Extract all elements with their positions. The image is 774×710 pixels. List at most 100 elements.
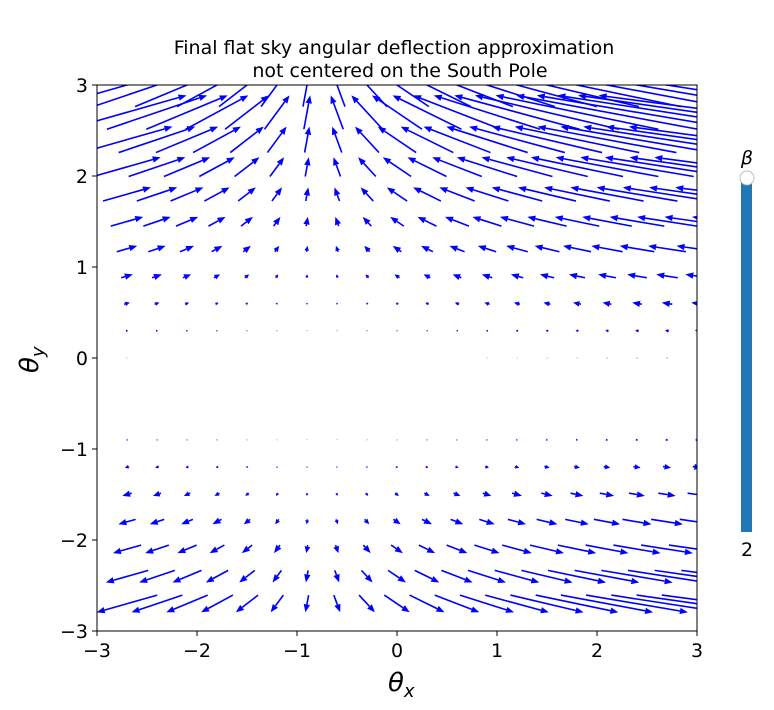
arrow-head [693, 463, 697, 470]
arrow-shaft [589, 217, 632, 227]
arrow-shaft [513, 247, 528, 253]
arrow-head [105, 577, 115, 584]
arrow-head [574, 491, 584, 498]
quiver-arrow [629, 155, 697, 168]
quiver-arrow [198, 157, 235, 178]
quiver-arrow [303, 126, 312, 153]
arrow-head [602, 300, 611, 307]
quiver-arrow [97, 125, 173, 149]
arrow-head [366, 439, 368, 441]
arrow-head [694, 329, 697, 332]
arrow-head [334, 519, 339, 525]
arrow-shaft [303, 103, 310, 130]
arrow-head [714, 272, 722, 278]
quiver-arrow [355, 126, 380, 154]
arrow-shaft [651, 518, 676, 524]
arrow-head [365, 274, 370, 279]
arrow-head [213, 274, 221, 280]
quiver-arrow [336, 439, 338, 441]
arrow-shaft [170, 189, 197, 202]
quiver-arrow [658, 491, 676, 498]
arrow-head [514, 125, 524, 132]
arrow-shaft [613, 126, 697, 141]
arrow-shaft [407, 129, 454, 154]
arrow-shaft [467, 569, 499, 581]
quiver-arrow [727, 357, 728, 359]
arrow-head [583, 124, 592, 132]
quiver-arrow [544, 464, 550, 469]
arrow-head [555, 155, 565, 162]
quiver-arrow [128, 156, 186, 178]
quiver-arrow [510, 273, 524, 280]
arrow-head [455, 465, 459, 469]
arrow-shaft [547, 569, 599, 582]
arrow-shaft [398, 249, 402, 253]
arrow-shaft [617, 217, 665, 227]
arrow-shaft [563, 157, 659, 178]
arrow-head [360, 187, 369, 196]
arrow-head [275, 302, 278, 305]
quiver-arrow [446, 126, 528, 154]
arrow-head [336, 330, 338, 332]
quiver-arrow [131, 594, 183, 613]
arrow-head [577, 93, 587, 100]
arrow-head [717, 549, 725, 555]
arrow-head [189, 216, 199, 223]
arrow-head [335, 245, 340, 252]
arrow-shaft [547, 275, 555, 279]
quiver-arrow [413, 187, 442, 202]
quiver-arrow [609, 215, 665, 227]
arrow-head [654, 155, 663, 162]
quiver-arrow [446, 544, 468, 554]
quiver-arrow [576, 357, 578, 359]
arrow-head [177, 94, 187, 101]
arrow-head [605, 491, 615, 498]
arrow-head [458, 547, 468, 554]
arrow-head [435, 605, 445, 613]
slider-handle[interactable] [739, 170, 755, 186]
quiver-arrow [155, 329, 158, 332]
quiver-arrow [555, 155, 659, 178]
quiver-arrow [425, 302, 430, 306]
slider-fill [741, 178, 752, 532]
quiver-arrow [541, 490, 553, 498]
arrow-shaft [450, 518, 457, 523]
quiver-arrow [582, 215, 632, 227]
quiver-arrow [276, 439, 278, 441]
arrow-shaft [97, 85, 130, 95]
quiver-arrow [573, 301, 582, 307]
arrow-head [604, 155, 614, 162]
arrow-head [499, 215, 509, 223]
arrow-shaft [452, 219, 470, 227]
arrow-shaft [234, 161, 254, 178]
arrow-shaft [489, 276, 493, 279]
arrow-head [452, 274, 461, 281]
arrow-shaft [529, 544, 557, 553]
arrow-shaft [244, 276, 247, 279]
arrow-shaft [662, 157, 697, 164]
quiver-arrow [382, 157, 412, 178]
arrow-shaft [565, 518, 582, 524]
quiver-arrow [449, 245, 465, 253]
arrow-head [336, 302, 339, 305]
arrow-head [517, 186, 527, 193]
arrow-head [484, 301, 490, 306]
arrow-head [516, 438, 518, 441]
arrow-shaft [104, 594, 158, 611]
arrow-head [563, 61, 571, 67]
arrow-head [276, 439, 278, 441]
arrow-head [664, 214, 673, 222]
arrow-head [664, 577, 673, 585]
quiver-arrow [515, 329, 519, 333]
arrow-head [156, 438, 158, 441]
arrow-shaft [367, 276, 370, 279]
quiver-arrow [366, 302, 369, 305]
arrow-head [430, 576, 440, 583]
arrow-head [214, 491, 220, 496]
quiver-arrow [97, 156, 161, 177]
x-tick-label: −1 [283, 640, 311, 662]
arrow-head [364, 245, 371, 253]
quiver-arrow [539, 273, 555, 280]
arrow-head [186, 329, 188, 332]
